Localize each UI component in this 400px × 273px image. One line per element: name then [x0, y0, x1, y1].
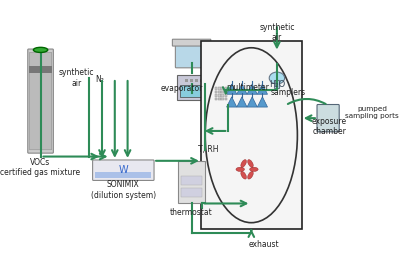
Text: thermostat: thermostat	[170, 207, 213, 216]
Bar	[30, 66, 52, 73]
Bar	[190, 79, 193, 82]
Bar	[218, 98, 220, 100]
Ellipse shape	[241, 160, 246, 167]
Text: exposure
chamber: exposure chamber	[312, 117, 347, 136]
Polygon shape	[237, 97, 247, 107]
Text: exhaust: exhaust	[249, 240, 280, 249]
Bar	[180, 85, 203, 97]
Text: VOCs
certified gas mixture: VOCs certified gas mixture	[0, 158, 81, 177]
Text: multimeter: multimeter	[226, 83, 270, 92]
Polygon shape	[247, 97, 257, 107]
Bar	[218, 87, 220, 90]
FancyBboxPatch shape	[30, 52, 52, 150]
FancyBboxPatch shape	[317, 105, 339, 132]
Ellipse shape	[248, 171, 253, 179]
Text: SONIMIX
(dilution system): SONIMIX (dilution system)	[91, 180, 156, 200]
Text: T, RH: T, RH	[198, 145, 219, 154]
Bar	[215, 98, 217, 100]
Ellipse shape	[250, 167, 258, 171]
Polygon shape	[226, 84, 237, 94]
Bar	[178, 161, 205, 203]
Text: synthetic
air: synthetic air	[259, 23, 295, 42]
Text: pumped
sampling ports: pumped sampling ports	[345, 106, 399, 119]
Ellipse shape	[33, 47, 48, 52]
Bar	[222, 98, 224, 100]
Ellipse shape	[241, 171, 246, 179]
Polygon shape	[247, 84, 257, 94]
Text: H₂O: H₂O	[269, 79, 285, 88]
Bar	[218, 94, 220, 97]
Ellipse shape	[269, 72, 284, 84]
FancyBboxPatch shape	[93, 160, 154, 180]
Ellipse shape	[248, 160, 253, 167]
Bar	[200, 79, 204, 82]
Text: evaporator: evaporator	[160, 84, 203, 93]
Bar	[201, 41, 302, 229]
Polygon shape	[237, 84, 247, 94]
Bar	[222, 94, 224, 97]
Bar	[222, 87, 224, 90]
Polygon shape	[257, 84, 268, 94]
Bar	[185, 79, 188, 82]
Polygon shape	[226, 97, 237, 107]
Bar	[225, 87, 228, 90]
FancyBboxPatch shape	[28, 49, 53, 153]
Bar	[181, 188, 202, 197]
FancyBboxPatch shape	[177, 75, 206, 100]
Bar	[274, 80, 280, 88]
Text: N₂: N₂	[95, 75, 104, 84]
Bar	[215, 87, 217, 90]
Ellipse shape	[236, 167, 244, 171]
Bar	[225, 98, 228, 100]
Bar	[218, 91, 220, 93]
FancyBboxPatch shape	[175, 45, 208, 68]
Text: synthetic
air: synthetic air	[59, 68, 94, 88]
Bar	[181, 176, 202, 185]
FancyBboxPatch shape	[172, 39, 211, 46]
Bar	[95, 172, 152, 178]
Bar	[225, 91, 228, 93]
Bar	[195, 79, 198, 82]
Text: samplers: samplers	[271, 88, 306, 97]
Bar	[215, 94, 217, 97]
Bar	[215, 91, 217, 93]
Polygon shape	[257, 97, 268, 107]
Text: W: W	[118, 165, 128, 175]
Bar	[225, 94, 228, 97]
Bar	[222, 91, 224, 93]
